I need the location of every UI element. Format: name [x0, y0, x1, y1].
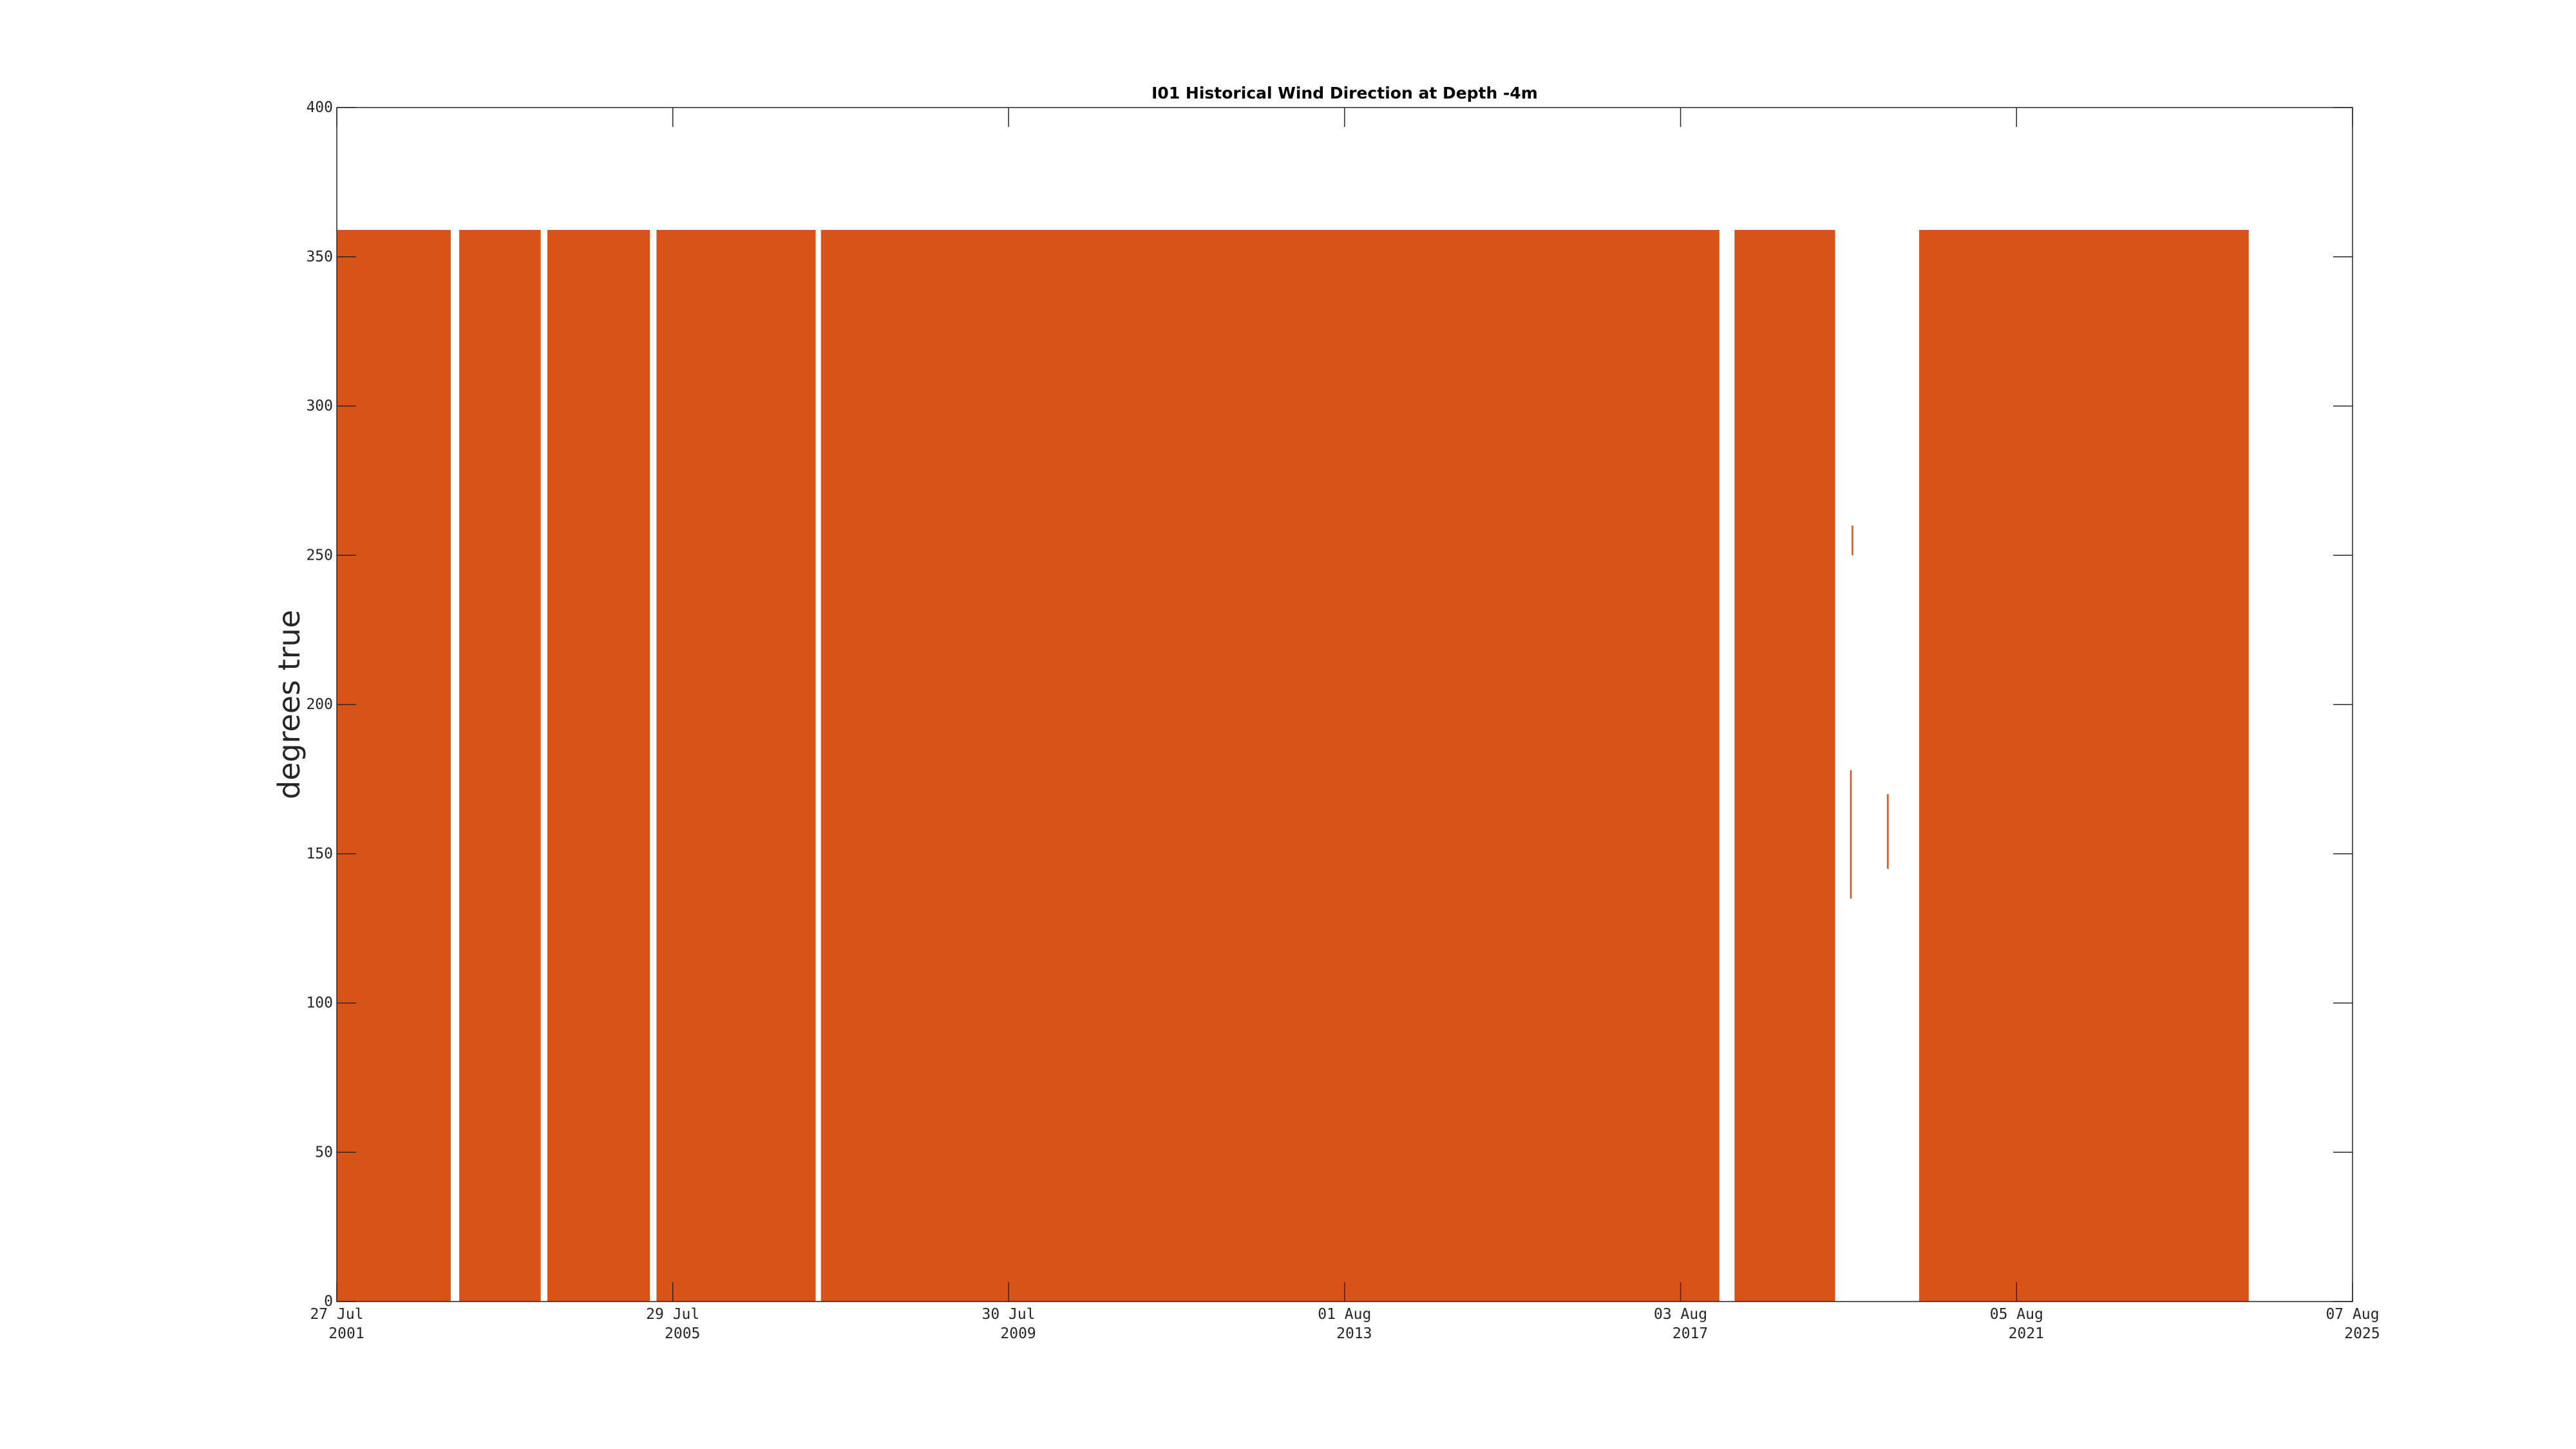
- y-axis-label: degrees true: [272, 610, 307, 799]
- y-tick-label: 300: [306, 398, 333, 415]
- data-range: [1734, 230, 1835, 1302]
- y-tick-label: 250: [306, 547, 333, 564]
- x-tick-label: 30 Jul 2009: [982, 1306, 1036, 1342]
- x-tick-label-line: 29 Jul: [646, 1306, 699, 1323]
- x-tick-label-line: 2017: [1672, 1325, 1708, 1342]
- data-range: [820, 230, 1719, 1302]
- data-range: [547, 230, 650, 1302]
- y-tick-label: 0: [324, 1293, 333, 1310]
- y-tick-label: 400: [306, 99, 333, 116]
- x-tick-label-line: 2009: [1000, 1325, 1036, 1342]
- y-tick-label: 200: [306, 696, 333, 713]
- data-range: [656, 230, 816, 1302]
- y-tick-label: 50: [315, 1144, 333, 1160]
- x-tick-label: 03 Aug 2017: [1654, 1306, 1708, 1342]
- x-tick-label-line: 05 Aug: [1990, 1306, 2043, 1323]
- x-tick-label-line: 2025: [2344, 1325, 2380, 1342]
- data-range: [1887, 794, 1889, 869]
- data-range: [337, 230, 451, 1302]
- x-tick-label-line: 30 Jul: [982, 1306, 1036, 1323]
- x-tick-label: 29 Jul 2005: [646, 1306, 700, 1342]
- chart-title: I01 Historical Wind Direction at Depth -…: [1151, 84, 1538, 102]
- x-tick-label: 05 Aug 2021: [1990, 1306, 2044, 1342]
- x-tick-label-line: 07 Aug: [2325, 1306, 2379, 1323]
- y-tick-label: 150: [306, 846, 333, 862]
- data-range: [1919, 230, 2249, 1302]
- x-tick-label-line: 2021: [2009, 1325, 2044, 1342]
- x-tick-label-line: 27 Jul: [310, 1306, 363, 1323]
- x-tick-label-line: 2013: [1336, 1325, 1372, 1342]
- x-tick-label: 07 Aug 2025: [2325, 1306, 2380, 1342]
- data-range: [459, 230, 541, 1302]
- data-range: [1850, 770, 1852, 899]
- x-tick-label: 27 Jul 2001: [310, 1306, 364, 1342]
- x-tick-label-line: 2005: [665, 1325, 700, 1342]
- x-tick-label-line: 2001: [328, 1325, 364, 1342]
- x-tick-label-line: 01 Aug: [1318, 1306, 1371, 1323]
- data-range: [1852, 525, 1853, 556]
- x-tick-label-line: 03 Aug: [1654, 1306, 1707, 1323]
- x-tick-label: 01 Aug 2013: [1318, 1306, 1372, 1342]
- y-tick-label: 100: [306, 995, 333, 1012]
- y-tick-label: 350: [306, 249, 333, 265]
